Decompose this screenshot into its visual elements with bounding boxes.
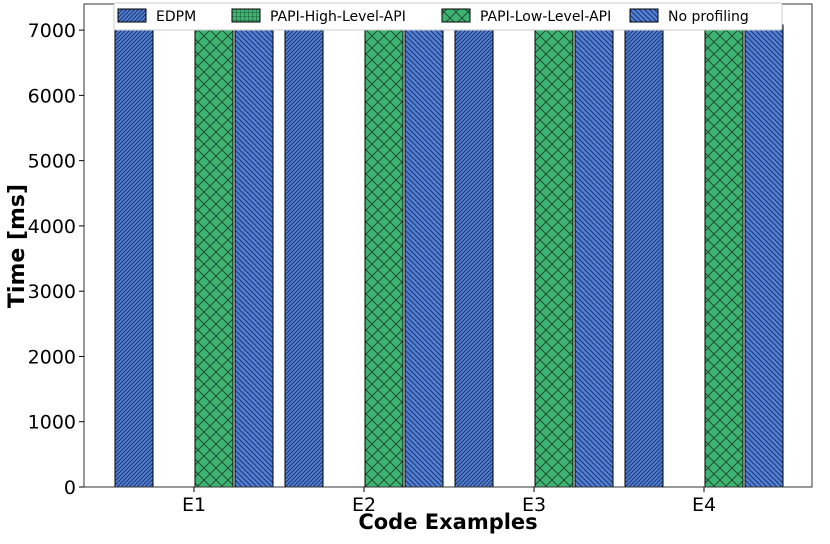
- x-axis: E1 E2 E3 E4: [182, 487, 716, 516]
- y-tick-label: 1000: [28, 412, 76, 434]
- bar-edpm-e4: [624, 23, 664, 488]
- y-tick-label: 4000: [28, 216, 76, 238]
- y-tick-label: 3000: [28, 281, 76, 303]
- y-tick-label: 7000: [28, 20, 76, 42]
- bar-papi-low-level-api-e2: [364, 23, 404, 488]
- y-tick-label: 2000: [28, 346, 76, 368]
- bar-edpm-e1: [114, 24, 154, 488]
- legend-label: No profiling: [668, 9, 749, 25]
- legend-swatch: [231, 8, 261, 23]
- bar-no-profiling-e2: [404, 25, 444, 488]
- y-tick-label: 5000: [28, 151, 76, 173]
- bar-edpm-e3: [454, 23, 494, 488]
- x-tick-label: E2: [352, 494, 376, 516]
- y-axis: 0 1000 2000 3000 4000 5000 6000 7000: [28, 20, 84, 499]
- legend-swatch: [629, 8, 659, 23]
- y-tick-label: 0: [64, 477, 76, 499]
- x-axis-label: Code Examples: [358, 510, 537, 534]
- bar-no-profiling-e3: [574, 27, 614, 488]
- x-tick-label: E4: [692, 494, 716, 516]
- bar-no-profiling-e4: [744, 24, 784, 488]
- legend: EDPM PAPI-High-Level-API PAPI-Low-Level-AP…: [113, 2, 783, 31]
- bars-layer: [114, 19, 784, 488]
- x-tick-label: E3: [522, 494, 546, 516]
- bar-papi-low-level-api-e3: [534, 23, 574, 488]
- bar-papi-low-level-api-e1: [194, 19, 234, 488]
- y-axis-label: Time [ms]: [5, 184, 30, 308]
- plot-frame: [83, 3, 813, 488]
- x-tick-label: E1: [182, 494, 206, 516]
- bar-no-profiling-e1: [234, 28, 274, 488]
- bar-papi-low-level-api-e4: [704, 21, 744, 488]
- legend-swatch: [117, 8, 147, 23]
- legend-label: PAPI-Low-Level-API: [480, 9, 611, 25]
- legend-swatch: [441, 8, 471, 23]
- legend-label: EDPM: [156, 9, 196, 25]
- y-tick-label: 6000: [28, 85, 76, 107]
- legend-label: PAPI-High-Level-API: [270, 9, 406, 25]
- bar-edpm-e2: [284, 23, 324, 488]
